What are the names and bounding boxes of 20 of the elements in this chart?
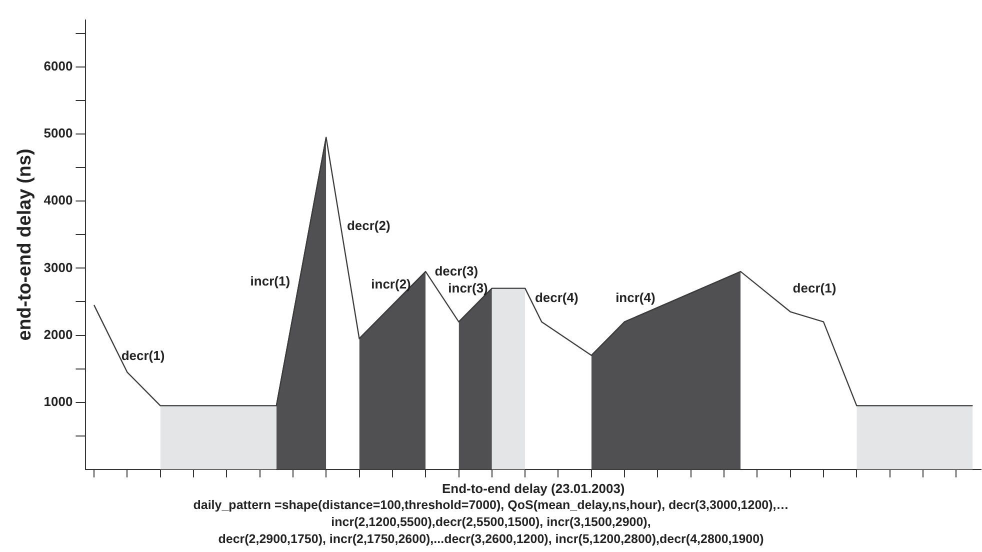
y-tick-label: 5000 <box>44 126 73 141</box>
annotation: decr(1) <box>792 280 836 296</box>
annotation: decr(3) <box>434 264 478 279</box>
x-axis-title: End-to-end delay (23.01.2003) <box>442 480 625 496</box>
y-axis-title: end-to-end delay (ns) <box>14 148 36 341</box>
annotation: decr(1) <box>121 348 165 364</box>
text: daily_pattern =shape(distance=100,threshold=7000), QoS(mean_delay,ns,hour), decr(3,3000,1200),… <box>192 497 790 514</box>
annotation: decr(4) <box>534 290 578 306</box>
annotation: incr(3) <box>448 280 488 296</box>
y-tick-label: 4000 <box>44 192 73 208</box>
text: decr(2,2900,1750), incr(2,1750,2600),...decr(3,2600,1200), incr(5,1200,2800),decr(4,2800,1900) <box>217 531 765 548</box>
annotation: incr(2) <box>371 276 411 292</box>
text: incr(2,1200,5500),decr(2,5500,1500), incr(3,1500,2900), <box>330 514 652 531</box>
y-tick-label: 6000 <box>44 58 73 74</box>
y-tick-label: 1000 <box>44 394 73 409</box>
annotation: incr(1) <box>250 274 290 289</box>
y-tick-label: 3000 <box>44 260 73 275</box>
annotation: incr(4) <box>616 290 656 306</box>
annotation: decr(2) <box>346 218 390 233</box>
y-tick-label: 2000 <box>44 326 73 342</box>
